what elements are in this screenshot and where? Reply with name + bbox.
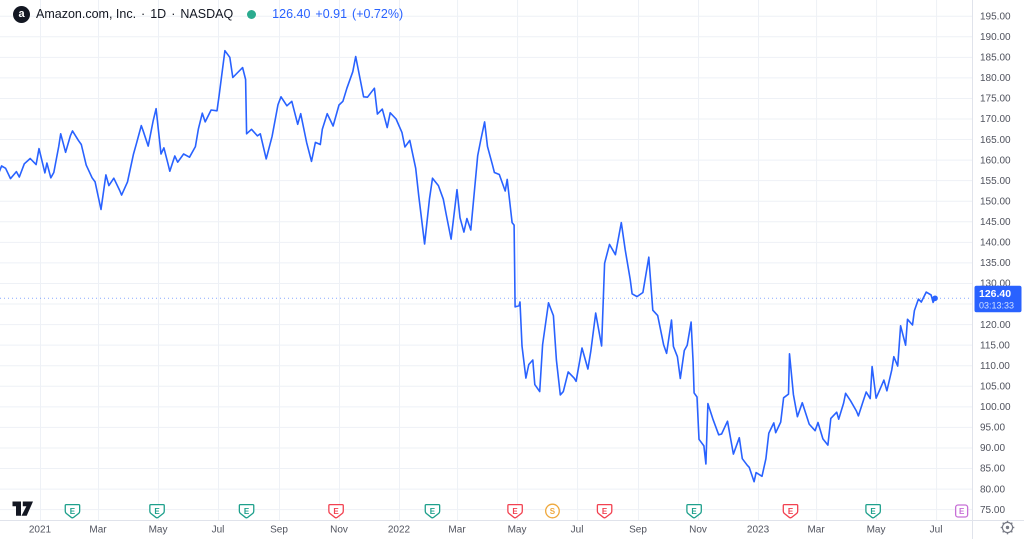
svg-text:95.00: 95.00 — [980, 423, 1005, 434]
time-axis-labels: 2021 Mar May Jul Sep Nov 2022 Mar May Jul Sep Nov 20… — [29, 525, 943, 536]
symbol-legend[interactable]: a Amazon.com, Inc. · 1D · NASDAQ 126.40 … — [13, 4, 403, 24]
earnings-marker-icon[interactable]: E — [865, 503, 881, 519]
svg-text:Mar: Mar — [807, 525, 825, 536]
svg-text:E: E — [602, 507, 608, 516]
svg-text:S: S — [550, 507, 556, 516]
svg-text:110.00: 110.00 — [980, 361, 1010, 372]
earnings-marker-icon[interactable]: E — [328, 503, 344, 519]
price-line-series[interactable] — [0, 49, 936, 483]
svg-text:100.00: 100.00 — [980, 402, 1011, 413]
svg-text:2022: 2022 — [388, 525, 411, 536]
legend-separator: · — [171, 7, 176, 21]
svg-text:E: E — [244, 507, 250, 516]
svg-text:120.00: 120.00 — [980, 320, 1011, 331]
svg-text:May: May — [508, 525, 527, 536]
svg-text:75.00: 75.00 — [980, 505, 1005, 516]
svg-text:115.00: 115.00 — [980, 340, 1010, 351]
svg-text:E: E — [430, 507, 436, 516]
svg-text:175.00: 175.00 — [980, 94, 1011, 105]
time-scale[interactable] — [0, 521, 973, 539]
svg-text:E: E — [333, 507, 339, 516]
earnings-marker-icon[interactable]: E — [507, 503, 523, 519]
svg-text:165.00: 165.00 — [980, 135, 1011, 146]
svg-text:E: E — [512, 507, 518, 516]
earnings-marker-icon[interactable]: E — [238, 503, 255, 519]
earnings-marker-icon[interactable]: E — [782, 503, 799, 519]
symbol-title[interactable]: Amazon.com, Inc. — [36, 7, 137, 21]
svg-text:May: May — [867, 525, 886, 536]
market-status-dot-icon[interactable] — [247, 9, 257, 19]
svg-text:90.00: 90.00 — [980, 443, 1005, 454]
legend-separator: · — [141, 7, 146, 21]
svg-text:80.00: 80.00 — [980, 484, 1005, 495]
svg-text:180.00: 180.00 — [980, 73, 1011, 84]
price-change-value: +0.91 — [315, 7, 348, 21]
earnings-marker-icon[interactable]: E — [686, 503, 702, 519]
price-scale-settings-gear-icon[interactable] — [1000, 520, 1015, 535]
price-change-percent: (+0.72%) — [352, 7, 404, 21]
svg-text:160.00: 160.00 — [980, 155, 1011, 166]
svg-text:Mar: Mar — [448, 525, 466, 536]
svg-text:145.00: 145.00 — [980, 217, 1011, 228]
svg-text:E: E — [154, 507, 160, 516]
last-price-label: 126.40 — [979, 288, 1011, 300]
svg-text:105.00: 105.00 — [980, 381, 1011, 392]
last-price-dot — [932, 295, 938, 302]
amazon-logo-icon: a — [13, 5, 30, 23]
svg-text:2021: 2021 — [29, 525, 52, 536]
last-price-value: 126.40 — [272, 7, 311, 21]
svg-text:May: May — [149, 525, 168, 536]
svg-text:155.00: 155.00 — [980, 176, 1011, 187]
svg-text:170.00: 170.00 — [980, 114, 1011, 125]
svg-text:Jul: Jul — [571, 525, 584, 536]
svg-text:130.00: 130.00 — [980, 279, 1011, 290]
earnings-marker-icon[interactable]: E — [149, 503, 165, 519]
interval-value[interactable]: 1D — [150, 7, 167, 21]
tradingview-logo[interactable] — [12, 501, 34, 516]
svg-text:Nov: Nov — [689, 525, 707, 536]
bar-countdown: 03:13:33 — [979, 300, 1014, 310]
svg-text:Jul: Jul — [212, 525, 225, 536]
earnings-marker-icon[interactable]: E — [64, 503, 81, 519]
split-marker-icon[interactable]: S — [545, 503, 560, 519]
svg-text:190.00: 190.00 — [980, 32, 1011, 43]
svg-text:E: E — [788, 507, 794, 516]
svg-text:Sep: Sep — [629, 525, 647, 536]
svg-text:Sep: Sep — [270, 525, 288, 536]
svg-text:2023: 2023 — [747, 525, 770, 536]
svg-text:Jul: Jul — [930, 525, 943, 536]
svg-text:150.00: 150.00 — [980, 196, 1011, 207]
earnings-marker-icon[interactable]: E — [596, 503, 613, 519]
price-scale[interactable] — [972, 0, 1024, 539]
svg-text:E: E — [870, 507, 876, 516]
svg-text:Mar: Mar — [89, 525, 107, 536]
svg-text:85.00: 85.00 — [980, 464, 1005, 475]
svg-text:140.00: 140.00 — [980, 238, 1011, 249]
svg-text:Nov: Nov — [330, 525, 348, 536]
earnings-marker-icon[interactable]: E — [954, 504, 969, 518]
exchange-label: NASDAQ — [180, 7, 234, 21]
price-axis-labels: 195.00 190.00 185.00 180.00 175.00 170.00 165.… — [980, 11, 1011, 515]
svg-text:195.00: 195.00 — [980, 11, 1011, 22]
svg-text:E: E — [691, 507, 697, 516]
earnings-marker-icon[interactable]: E — [424, 503, 441, 519]
svg-text:E: E — [70, 507, 76, 516]
svg-text:135.00: 135.00 — [980, 258, 1011, 269]
svg-text:E: E — [959, 507, 965, 516]
grid-lines — [0, 0, 972, 520]
svg-text:185.00: 185.00 — [980, 53, 1011, 64]
